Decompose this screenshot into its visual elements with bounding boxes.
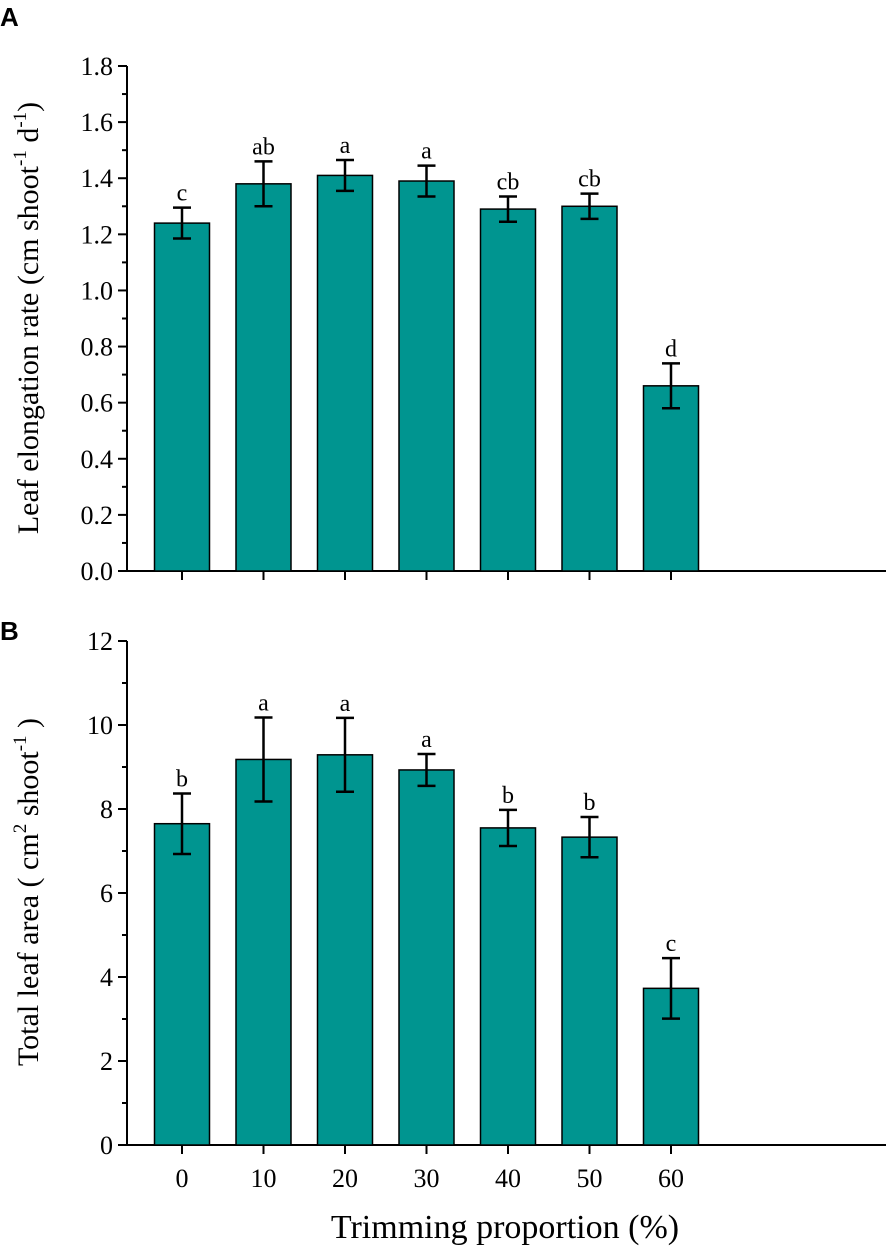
panel-a-y-tick-label: 0.8	[81, 333, 114, 362]
panel-b-y-tick-label: 12	[87, 627, 113, 656]
panel-b-significance-label: a	[340, 691, 351, 717]
panel-a-significance-label: d	[665, 336, 677, 362]
panel-a-bar	[398, 180, 455, 572]
panel-b-y-tick-label: 8	[100, 795, 113, 824]
panel-b-x-tick-label: 50	[577, 1164, 603, 1193]
panel-b-significance-label: b	[176, 766, 188, 792]
panel-a-y-tick-label: 1.4	[81, 164, 114, 193]
panel-b-y-tick-label: 4	[100, 963, 113, 992]
panel-a-bar	[316, 174, 374, 572]
panel-a-y-tick-label: 1.2	[81, 220, 114, 249]
panel-a-bar	[642, 385, 700, 572]
panel-b-y-tick-label: 10	[87, 711, 113, 740]
panel-b-significance-label: b	[584, 790, 596, 816]
panel-b-x-tick-label: 30	[414, 1164, 440, 1193]
panel-b-significance-label: a	[421, 727, 432, 753]
panel-a-significance-label: cb	[578, 167, 601, 193]
panel-a-bar	[561, 205, 618, 572]
panel-a-significance-label: c	[177, 181, 188, 207]
panel-b-y-tick-label: 6	[100, 879, 113, 908]
panel-a-plot: 0.0 0.2 0.4 0.6 0.8 1.0 1.2 1.4 1.6 1.8 c ab a a cb cb d	[81, 52, 886, 586]
panel-a-significance-label: a	[421, 139, 432, 165]
panel-b-x-tick-label: 20	[332, 1164, 358, 1193]
panel-b-bar	[316, 754, 374, 1146]
x-axis-label: Trimming proportion (%)	[331, 1209, 679, 1246]
panel-a-chart: A 0.0 0.2 0.4 0.6 0.8 1.0 1.2 1.4 1.6 1.8 c ab a a cb c…	[0, 2, 886, 586]
panel-a-bar	[479, 208, 537, 572]
panel-b-x-tick-label: 10	[251, 1164, 277, 1193]
panel-a-y-tick-label: 0.0	[81, 557, 114, 586]
panel-b-chart: B 0 2 4 6 8 10 12 b 0 a 10 a 20 a 30 b 40 b 50 c 60 Total le…	[0, 616, 886, 1193]
panel-a-y-tick-label: 0.4	[81, 445, 114, 474]
panel-a-y-tick-label: 1.8	[81, 52, 114, 81]
panel-b-significance-label: c	[666, 931, 677, 957]
panel-a-y-tick-label: 1.6	[81, 108, 114, 137]
panel-b-letter: B	[0, 616, 19, 646]
panel-b-significance-label: b	[502, 783, 514, 809]
panel-a-bar	[235, 183, 292, 572]
panel-b-x-tick-label: 40	[495, 1164, 521, 1193]
panel-b-ylabel: Total leaf area ( cm2 shoot-1 )	[10, 718, 45, 1066]
panel-b-bar	[561, 836, 618, 1146]
panel-b-bar	[398, 769, 455, 1146]
panel-b-bar	[153, 822, 211, 1146]
panel-a-y-tick-label: 1.0	[81, 276, 114, 305]
panel-a-significance-label: cb	[497, 169, 520, 195]
panel-b-bar	[479, 827, 537, 1146]
panel-b-significance-label: a	[258, 690, 269, 716]
panel-b-x-tick-label: 60	[658, 1164, 684, 1193]
panel-a-ylabel: Leaf elongation rate (cm shoot-1 d-1)	[10, 102, 45, 534]
panel-b-plot: 0 2 4 6 8 10 12 b 0 a 10 a 20 a 30 b 40 b 50 c 60	[87, 627, 886, 1193]
panel-b-x-tick-label: 0	[176, 1164, 189, 1193]
panel-b-y-tick-label: 0	[100, 1131, 113, 1160]
panel-a-significance-label: a	[340, 133, 351, 159]
panel-a-bar	[153, 222, 211, 572]
panel-a-letter: A	[0, 2, 19, 32]
panel-b-y-tick-label: 2	[100, 1047, 113, 1076]
panel-a-significance-label: ab	[252, 134, 275, 160]
panel-a-y-tick-label: 0.2	[81, 501, 114, 530]
panel-a-y-tick-label: 0.6	[81, 389, 114, 418]
panel-b-bar	[235, 758, 292, 1146]
